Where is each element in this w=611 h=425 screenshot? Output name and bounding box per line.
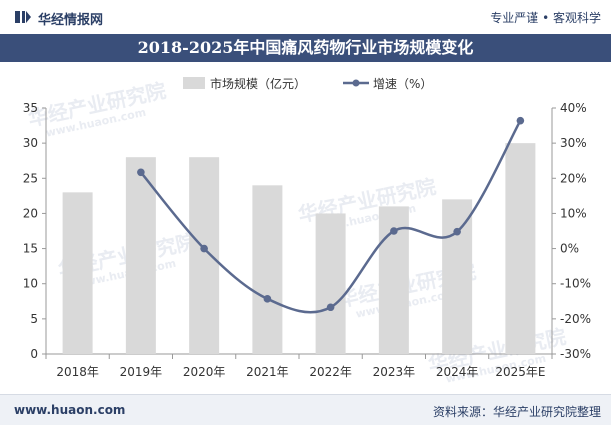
bar-series bbox=[62, 143, 536, 354]
bar-2021年 bbox=[252, 185, 283, 354]
legend-label-market-size: 市场规模（亿元） bbox=[210, 76, 306, 91]
watermark-layer: 华经产业研究院www.huaon.com华经产业研究院www.huaon.com… bbox=[26, 78, 568, 385]
bar-2018年 bbox=[62, 192, 93, 354]
chart-svg: 华经产业研究院www.huaon.com华经产业研究院www.huaon.com… bbox=[23, 76, 591, 386]
growth-point-2021年 bbox=[263, 295, 272, 303]
y-right-tick-label: 40% bbox=[560, 101, 587, 115]
bar-2022年 bbox=[315, 213, 346, 354]
slogan: 专业严谨 • 客观科学 bbox=[490, 11, 601, 25]
bar-2020年 bbox=[189, 157, 220, 354]
footer-url: www.huaon.com bbox=[14, 403, 126, 417]
y-right-tick-label: 10% bbox=[560, 206, 587, 220]
y-right-tick-label: -30% bbox=[560, 347, 591, 361]
y-left-tick-label: 35 bbox=[23, 101, 38, 115]
y-left-tick-label: 25 bbox=[23, 171, 38, 185]
x-tick-label: 2020年 bbox=[183, 365, 226, 379]
footer: www.huaon.com 资料来源：华经产业研究院整理 bbox=[0, 394, 611, 425]
y-left-tick-label: 0 bbox=[30, 347, 38, 361]
y-left-tick-label: 5 bbox=[30, 312, 38, 326]
legend: 市场规模（亿元） 增速（%） bbox=[183, 76, 432, 91]
growth-point-2022年 bbox=[326, 303, 335, 312]
x-tick-label: 2018年 bbox=[56, 365, 99, 379]
growth-point-2025年E bbox=[516, 116, 525, 125]
chart-area: 华经产业研究院 www.huaon.com 华经产业研究院 www.huaon.com… bbox=[0, 62, 611, 392]
growth-point-2020年 bbox=[200, 244, 208, 253]
x-axis-labels: 2018年 2019年 2020年 2021年 2022年 2023年 2024年 2025年… bbox=[56, 365, 545, 379]
x-tick-label: 2019年 bbox=[120, 365, 163, 379]
growth-point-2024年 bbox=[453, 227, 461, 236]
chart-title: 2018-2025年中国痛风药物行业市场规模变化 bbox=[0, 34, 611, 62]
bar-2024年 bbox=[442, 199, 473, 354]
growth-point-2019年 bbox=[137, 168, 145, 177]
legend-line-marker bbox=[352, 79, 360, 87]
y-left-tick-label: 30 bbox=[23, 136, 38, 150]
y-left-tick-label: 20 bbox=[23, 206, 38, 220]
x-tick-label: 2022年 bbox=[309, 365, 352, 379]
growth-point-2023年 bbox=[390, 227, 398, 235]
x-tick-label: 2023年 bbox=[373, 365, 416, 379]
y-right-tick-label: -20% bbox=[560, 312, 591, 326]
axes: 0 5 10 15 20 25 30 35 -30% -20% -10% 0% 10% 20% 30% 40% bbox=[23, 101, 591, 361]
footer-source: 资料来源：华经产业研究院整理 bbox=[432, 405, 601, 419]
y-left-tick-label: 10 bbox=[23, 277, 38, 291]
legend-label-growth: 增速（%） bbox=[373, 77, 432, 91]
bar-2019年 bbox=[125, 157, 156, 354]
bar-2025年E bbox=[505, 143, 536, 354]
y-left-tick-label: 15 bbox=[23, 242, 38, 256]
y-right-tick-label: 30% bbox=[560, 136, 587, 150]
x-tick-label: 2021年 bbox=[246, 365, 289, 379]
brand-name: 华经情报网 bbox=[38, 13, 104, 28]
x-tick-label: 2024年 bbox=[436, 365, 479, 379]
y-right-tick-label: 0% bbox=[560, 242, 579, 256]
line-series bbox=[137, 116, 525, 314]
x-tick-label: 2025年E bbox=[495, 365, 545, 379]
top-bar: 华经情报网 专业严谨 • 客观科学 bbox=[0, 0, 611, 35]
brand-logo-icon bbox=[15, 11, 31, 23]
y-right-tick-label: -10% bbox=[560, 277, 591, 291]
legend-bar-swatch bbox=[183, 77, 205, 89]
y-right-tick-label: 20% bbox=[560, 171, 587, 185]
